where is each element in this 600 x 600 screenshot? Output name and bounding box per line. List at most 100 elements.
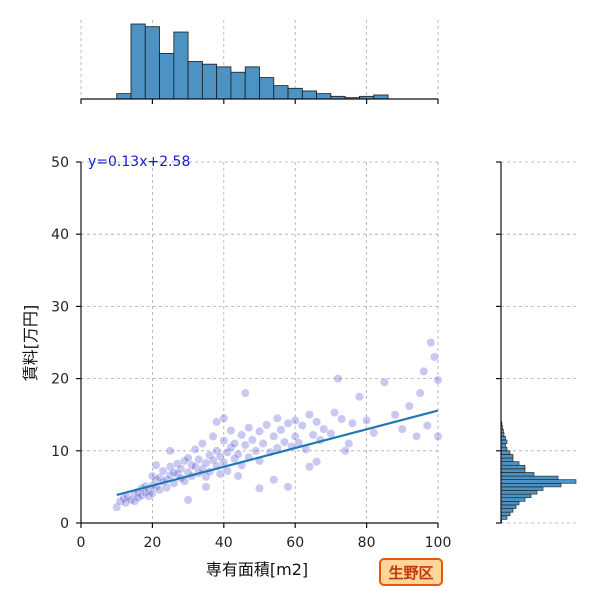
scatter-point [226,442,236,452]
x-tick-label: 100 [425,535,452,551]
scatter-point [130,496,139,506]
x-tick-label: 20 [143,535,161,551]
top-hist-bar [216,66,232,100]
scatter-point [208,431,218,441]
scatter-point [151,460,161,470]
scatter-point [344,439,354,448]
scatter-point [172,459,182,469]
scatter-point [155,485,164,495]
top-hist-bar [259,77,275,100]
right-hist-bar [500,450,511,455]
scatter-point [430,352,439,362]
scatter-point [412,431,421,441]
scatter-point [222,466,232,476]
scatter-point [144,491,154,501]
top-hist-bar [273,85,289,100]
scatter-point [230,439,239,448]
scatter-point [169,468,179,477]
scatter-point [237,430,247,440]
scatter-point [258,439,268,448]
x-axis-title: 専有面積[m2] [206,560,308,579]
right-hist-bar [500,501,520,506]
right-hist-bar [500,508,514,513]
right-hist-bar [500,461,520,466]
scatter-point [355,392,364,402]
scatter-point [219,413,229,423]
scatter-point [283,482,293,492]
y-tick-label: 10 [51,444,69,460]
scatter-point [115,496,125,506]
scatter-point [201,458,211,468]
scatter-point [226,426,236,435]
x-tick-label: 40 [215,535,233,551]
scatter-point [165,470,175,480]
right-histogram [496,161,578,524]
right-hist-bar [500,436,506,441]
scatter-point [158,466,168,476]
scatter-point [112,502,122,512]
scatter-point [333,374,343,383]
scatter-point [312,457,322,467]
scatter-point [369,428,379,438]
y-tick-label: 0 [60,516,69,532]
top-hist-bar [187,61,203,100]
right-hist-bar [500,472,535,477]
scatter-point [176,464,186,474]
right-hist-bar [500,468,526,473]
right-hist-bar [500,464,526,470]
right-hist-bar [500,490,538,495]
scatter-point [187,460,197,470]
right-hist-bar [500,443,506,448]
scatter-point [247,435,257,445]
scatter-point [347,418,357,428]
right-hist-bar [500,475,559,480]
y-tick-label: 20 [51,372,69,388]
scatter-point [337,414,347,424]
right-hist-bar [500,486,544,491]
scatter-point [283,418,293,428]
top-hist-bar [287,87,303,100]
top-hist-bar [373,94,389,100]
regression-line [116,409,439,497]
scatter-point [219,436,229,446]
scatter-point [212,417,222,427]
top-hist-bar [230,71,246,100]
scatter-point [147,471,157,481]
scatter-point [212,446,222,456]
scatter-point [240,388,250,398]
scatter-point [326,429,336,438]
right-hist-bar [500,515,508,520]
scatter-point [272,413,282,423]
x-tick-label: 0 [77,535,86,551]
scatter-point [422,421,432,430]
top-hist-bar [116,93,132,100]
scatter-point [197,439,207,448]
scatter-point [215,452,225,461]
scatter-point [308,430,318,440]
y-axis-title: 賃料[万円] [21,305,40,382]
scatter-point [433,431,443,441]
scatter-point [233,450,243,459]
right-hist-bar [500,493,532,499]
right-hist-bar [500,439,508,444]
right-hist-bar [500,504,517,509]
scatter-point [244,423,254,433]
top-hist-bar [301,90,318,100]
x-tick-label: 60 [286,535,304,551]
scatter-point [330,408,339,417]
top-hist-bar [173,31,189,100]
district-badge: 生野区 [379,558,443,586]
scatter-point [305,462,314,472]
y-tick-label: 50 [51,155,69,171]
scatter-point [433,375,443,385]
scatter-point [183,453,193,463]
scatter-point [201,482,211,492]
right-hist-bar [500,454,514,459]
right-hist-bar [500,511,511,517]
scatter-point [419,366,429,376]
scatter-point [180,456,189,466]
top-histogram [80,20,439,104]
badge-background [379,558,443,586]
scatter-point [183,495,193,505]
